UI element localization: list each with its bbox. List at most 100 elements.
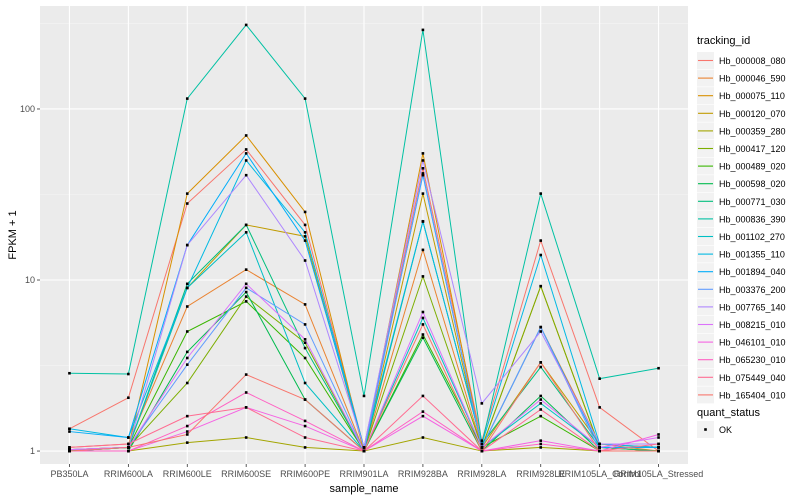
legend-item: Hb_000598_020 <box>697 175 786 193</box>
x-tick-label: RRIM600LE <box>163 469 212 479</box>
data-point <box>539 408 543 411</box>
data-point <box>68 448 71 451</box>
data-point <box>480 442 484 446</box>
data-point <box>421 414 425 418</box>
data-point <box>480 439 484 442</box>
legend-label: Hb_000771_030 <box>719 197 786 207</box>
shape-legend-title: quant_status <box>697 407 760 419</box>
data-point <box>421 152 425 155</box>
data-point <box>598 377 601 380</box>
data-point <box>244 290 248 294</box>
data-point <box>244 152 248 155</box>
data-point <box>303 436 307 439</box>
data-point <box>185 97 189 100</box>
x-tick-label: RRIM901LA <box>339 469 388 479</box>
legend-label: Hb_065230_010 <box>719 355 786 365</box>
data-point <box>244 391 248 394</box>
legend-label: Hb_000046_590 <box>719 74 786 84</box>
data-point <box>480 446 484 449</box>
data-point <box>185 202 189 205</box>
data-point <box>421 173 425 177</box>
legend-item: Hb_001102_270 <box>697 228 785 245</box>
data-point <box>244 23 248 27</box>
data-point <box>244 300 248 303</box>
legend-label: Hb_165404_010 <box>719 390 786 400</box>
data-point <box>185 286 189 290</box>
data-point <box>539 365 543 369</box>
data-point <box>421 172 425 175</box>
x-tick-label: RRIM600PE <box>280 469 330 479</box>
data-point <box>539 398 543 401</box>
legend-item: Hb_000046_590 <box>697 69 786 87</box>
data-point <box>303 210 307 214</box>
data-point <box>68 371 71 375</box>
x-tick-label: PB350LA <box>50 469 88 479</box>
legend-label: Hb_008215_010 <box>719 320 786 330</box>
data-point <box>657 446 660 449</box>
data-point <box>539 402 543 405</box>
legend-item: Hb_000120_070 <box>697 104 786 122</box>
data-point <box>539 442 543 446</box>
data-point <box>421 310 425 314</box>
data-point <box>421 336 425 339</box>
legend-item: Hb_001355_110 <box>697 245 785 263</box>
data-point <box>303 341 307 344</box>
data-point <box>244 134 248 137</box>
legend-label: Hb_000417_120 <box>719 144 786 154</box>
data-point <box>421 323 425 326</box>
data-point <box>303 398 307 401</box>
data-point <box>421 166 425 170</box>
data-point <box>598 406 601 409</box>
data-point <box>303 259 307 262</box>
data-point <box>185 330 189 333</box>
legend-label: Hb_000120_070 <box>719 109 786 119</box>
data-point <box>480 402 484 405</box>
data-point <box>421 220 425 223</box>
data-point <box>244 406 248 409</box>
data-point <box>539 253 543 257</box>
data-point <box>185 356 189 360</box>
data-point <box>657 366 660 370</box>
x-axis-title: sample_name <box>329 483 398 495</box>
data-point <box>303 338 307 341</box>
shape-legend-item: OK <box>697 421 732 438</box>
legend: tracking_id Hb_000008_080 Hb_000046_590 Hb… <box>697 35 786 438</box>
data-point <box>539 284 543 288</box>
data-point <box>539 330 543 333</box>
data-point <box>303 381 307 385</box>
x-tick-label: RRIM928LA <box>457 469 506 479</box>
data-point <box>362 394 366 398</box>
shape-legend-point <box>704 428 707 431</box>
data-point <box>303 446 307 449</box>
data-point <box>539 325 543 329</box>
data-point <box>598 442 601 446</box>
data-point <box>185 433 189 436</box>
legend-label: Hb_000359_280 <box>719 126 786 136</box>
data-point <box>244 295 248 298</box>
data-point <box>539 239 543 242</box>
data-point <box>421 316 425 320</box>
data-point <box>185 192 189 195</box>
shape-legend-label: OK <box>719 425 732 435</box>
legend-label: Hb_000489_020 <box>719 162 786 172</box>
data-point <box>421 248 425 252</box>
data-point <box>68 446 71 449</box>
legend-item: Hb_165404_010 <box>697 386 786 404</box>
data-point <box>421 410 425 413</box>
legend-label: Hb_001102_270 <box>719 232 785 242</box>
data-point <box>244 286 248 290</box>
y-tick-label: 10 <box>25 275 35 285</box>
data-point <box>421 333 425 336</box>
legend-label: Hb_003376_200 <box>719 285 786 295</box>
data-point <box>303 223 307 227</box>
legend-label: Hb_001894_040 <box>719 267 786 277</box>
data-point <box>185 441 189 444</box>
x-tick-label: RRIM600SE <box>221 469 271 479</box>
data-point <box>303 239 307 242</box>
data-point <box>303 235 307 238</box>
data-point <box>539 414 543 418</box>
legend-label: Hb_000836_390 <box>719 214 786 224</box>
data-point <box>244 268 248 271</box>
data-point <box>303 323 307 326</box>
x-tick-label: RRIM105LA_Stressed <box>614 469 704 479</box>
